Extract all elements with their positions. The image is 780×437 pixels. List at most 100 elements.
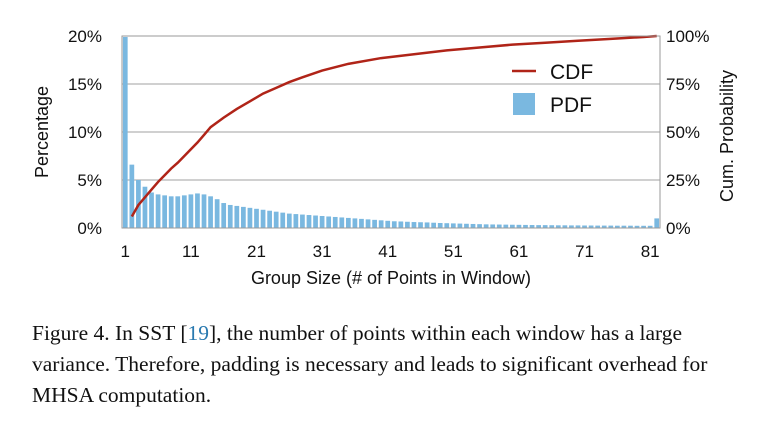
pdf-bar xyxy=(483,224,489,228)
y-tick-label: 15% xyxy=(68,75,102,94)
pdf-bar xyxy=(227,204,233,228)
pdf-bar xyxy=(352,218,358,228)
pdf-bars xyxy=(122,36,660,229)
pdf-bar xyxy=(582,225,587,228)
pdf-bar xyxy=(241,206,246,228)
caption-suffix: ], the number of points within each wind… xyxy=(32,321,708,407)
y-tick-label: 20% xyxy=(68,27,102,46)
x-tick-label: 61 xyxy=(509,242,528,261)
x-tick-label: 71 xyxy=(575,242,594,261)
pdf-bar xyxy=(188,194,194,228)
pdf-bar xyxy=(490,224,496,228)
y-axis-label: Percentage xyxy=(32,86,52,178)
pdf-bar xyxy=(293,214,299,228)
caption-prefix: Figure 4. In SST [ xyxy=(32,321,188,345)
pdf-bar xyxy=(359,218,364,228)
pdf-bar xyxy=(431,222,437,228)
pdf-bar xyxy=(608,225,614,228)
pdf-bar xyxy=(260,209,266,228)
pdf-bar xyxy=(549,225,555,228)
pdf-bar xyxy=(168,196,174,228)
pdf-bar xyxy=(122,36,128,229)
pdf-bar xyxy=(195,193,200,228)
pdf-bar xyxy=(391,221,397,228)
pdf-bar xyxy=(214,199,220,228)
plot-frame xyxy=(121,35,661,229)
pdf-bar xyxy=(405,221,410,228)
pdf-bar xyxy=(221,203,227,228)
y2-axis-ticks: 0% 25% 50% 75% 100% xyxy=(666,27,709,238)
pdf-bar xyxy=(142,186,148,228)
pdf-bar xyxy=(208,196,213,228)
pdf-bar xyxy=(326,216,332,228)
y2-tick-label: 50% xyxy=(666,123,700,142)
pdf-bar xyxy=(129,164,135,228)
pdf-bar xyxy=(306,215,312,228)
pdf-bar xyxy=(332,216,338,228)
pdf-bar xyxy=(536,225,541,228)
pdf-bar xyxy=(575,225,581,228)
pdf-bar xyxy=(181,195,187,228)
pdf-bar xyxy=(595,225,601,228)
pdf-bar xyxy=(523,224,528,228)
pdf-bar xyxy=(654,218,660,228)
legend-cdf-label: CDF xyxy=(550,61,593,84)
pdf-bar xyxy=(641,225,646,228)
pdf-bar xyxy=(496,224,502,228)
pdf-bar xyxy=(437,223,443,228)
pdf-bar xyxy=(234,205,240,228)
pdf-bar xyxy=(516,224,522,228)
x-axis-ticks: 1 11 21 31 41 51 61 71 81 xyxy=(121,242,660,261)
pdf-bar xyxy=(313,215,318,228)
x-tick-label: 41 xyxy=(378,242,397,261)
gridlines xyxy=(122,83,660,181)
pdf-bar xyxy=(175,196,181,228)
chart: 1 11 21 31 41 51 61 71 81 0%5%10%15%20% 0%25%50%… xyxy=(32,27,737,288)
x-tick-label: 51 xyxy=(444,242,463,261)
x-tick-label: 21 xyxy=(247,242,266,261)
y-tick-label: 0% xyxy=(77,219,102,238)
pdf-bar xyxy=(300,214,305,228)
x-tick-label: 31 xyxy=(313,242,332,261)
pdf-bar xyxy=(470,223,476,228)
caption-citation[interactable]: 19 xyxy=(187,321,210,345)
pdf-bar xyxy=(510,224,515,228)
pdf-bar xyxy=(614,225,620,228)
pdf-bar xyxy=(385,220,391,228)
pdf-bar xyxy=(601,225,607,228)
y-tick-label: 10% xyxy=(68,123,102,142)
pdf-bar xyxy=(562,225,568,228)
y-tick-label: 5% xyxy=(77,171,102,190)
pdf-bar xyxy=(503,224,509,228)
pdf-bar xyxy=(280,212,286,228)
pdf-bar xyxy=(628,225,633,228)
pdf-bar xyxy=(450,223,456,228)
pdf-bar xyxy=(457,223,463,228)
pdf-bar xyxy=(529,225,535,228)
pdf-bar xyxy=(418,222,423,228)
pdf-bar xyxy=(273,211,279,228)
pdf-bar xyxy=(286,213,292,228)
pdf-bar xyxy=(647,225,653,228)
x-tick-label: 1 xyxy=(121,242,130,261)
pdf-bar xyxy=(149,192,154,228)
pdf-bar xyxy=(411,222,417,228)
legend-pdf-label: PDF xyxy=(550,94,592,117)
y2-axis-label: Cum. Probability xyxy=(717,70,737,202)
y-axis-ticks: 0% 5% 10% 15% 20% xyxy=(68,27,102,238)
y2-tick-label: 100% xyxy=(666,27,709,46)
pdf-bar xyxy=(319,216,325,228)
cdf-line xyxy=(130,34,657,218)
pdf-bar xyxy=(424,222,430,228)
pdf-bar xyxy=(444,223,450,228)
pdf-bar xyxy=(477,224,482,228)
x-tick-label: 11 xyxy=(182,242,200,261)
pdf-bar xyxy=(339,217,345,228)
pdf-bar xyxy=(201,194,207,228)
pdf-bar xyxy=(588,225,594,228)
y2-tick-label: 75% xyxy=(666,75,700,94)
pdf-bar xyxy=(569,225,574,228)
legend: CDF PDF xyxy=(512,61,593,117)
pdf-bar xyxy=(372,219,377,228)
x-tick-label: 81 xyxy=(641,242,660,261)
